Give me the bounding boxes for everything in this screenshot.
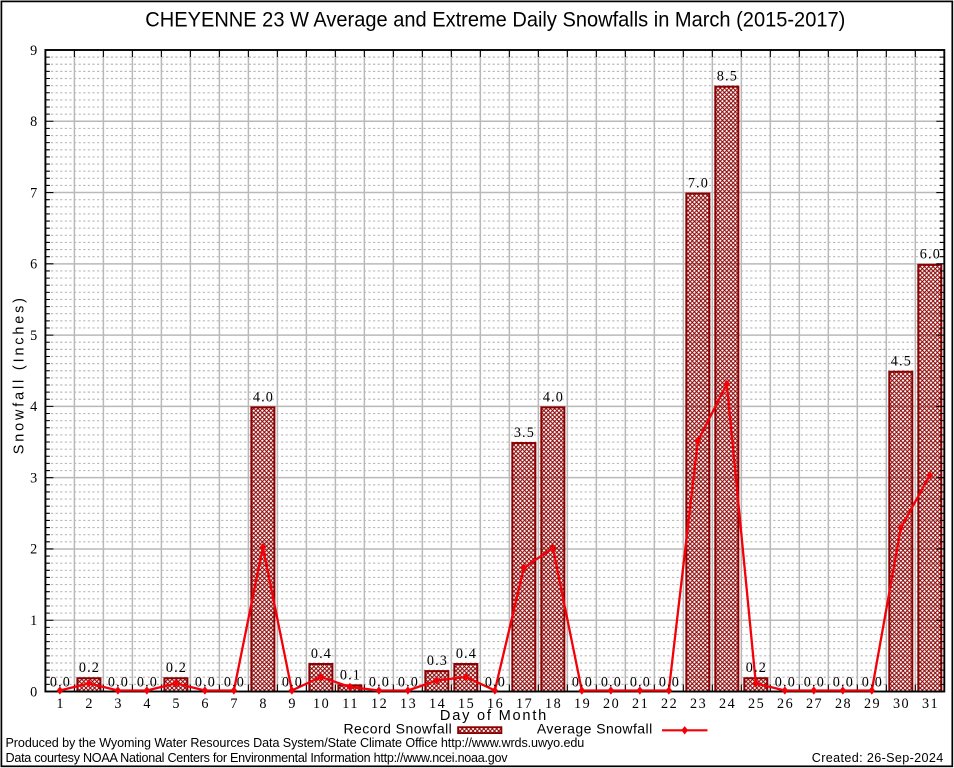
svg-text:5: 5 [172,696,179,712]
svg-text:0.0: 0.0 [659,674,680,690]
svg-text:7: 7 [230,696,237,712]
svg-text:0.0: 0.0 [804,674,825,690]
svg-text:2: 2 [30,542,37,558]
svg-text:8: 8 [30,114,37,130]
svg-text:Snowfall (Inches): Snowfall (Inches) [12,295,28,454]
svg-text:6: 6 [201,696,208,712]
svg-text:4.0: 4.0 [543,389,564,405]
svg-text:0.0: 0.0 [398,674,419,690]
svg-text:23: 23 [690,696,707,712]
svg-text:0.0: 0.0 [195,674,216,690]
svg-text:30: 30 [893,696,910,712]
svg-text:25: 25 [748,696,765,712]
svg-text:0.0: 0.0 [50,674,71,690]
svg-text:0.0: 0.0 [630,674,651,690]
svg-text:22: 22 [661,696,678,712]
svg-text:0.0: 0.0 [601,674,622,690]
svg-text:Created: 26-Sep-2024: Created: 26-Sep-2024 [812,751,944,765]
svg-text:13: 13 [400,696,417,712]
svg-text:28: 28 [835,696,852,712]
svg-text:0.0: 0.0 [137,674,158,690]
svg-text:0.0: 0.0 [224,674,245,690]
svg-text:29: 29 [864,696,881,712]
svg-text:11: 11 [342,696,359,712]
svg-text:0.0: 0.0 [282,674,303,690]
svg-text:Record Snowfall: Record Snowfall [344,721,453,737]
svg-text:16: 16 [487,696,504,712]
svg-text:0.0: 0.0 [833,674,854,690]
svg-text:8: 8 [259,696,266,712]
svg-text:3: 3 [114,696,121,712]
svg-text:10: 10 [313,696,330,712]
svg-text:4.5: 4.5 [891,354,912,370]
svg-text:27: 27 [806,696,823,712]
svg-text:0.4: 0.4 [311,646,332,662]
svg-text:0.0: 0.0 [775,674,796,690]
svg-text:24: 24 [719,696,736,712]
svg-text:12: 12 [371,696,388,712]
svg-text:3.5: 3.5 [514,425,535,441]
svg-text:2: 2 [85,696,92,712]
svg-text:Produced by the Wyoming Water: Produced by the Wyoming Water Resources … [6,736,585,750]
svg-text:CHEYENNE 23 W Average and Extr: CHEYENNE 23 W Average and Extreme Daily … [145,8,845,32]
svg-text:26: 26 [777,696,794,712]
svg-text:5: 5 [30,328,37,344]
svg-text:Day of Month: Day of Month [440,708,548,724]
svg-text:19: 19 [574,696,591,712]
svg-text:Data courtesy NOAA National Ce: Data courtesy NOAA National Centers for … [6,751,509,765]
svg-text:4: 4 [143,696,150,712]
svg-text:0.0: 0.0 [572,674,593,690]
svg-text:0.3: 0.3 [427,653,448,669]
svg-text:9: 9 [30,43,37,59]
svg-text:0.4: 0.4 [456,646,477,662]
svg-text:21: 21 [632,696,649,712]
svg-text:0.0: 0.0 [108,674,129,690]
svg-text:6.0: 6.0 [920,247,941,263]
svg-text:0.0: 0.0 [369,674,390,690]
svg-text:14: 14 [429,696,446,712]
svg-text:0.0: 0.0 [862,674,883,690]
svg-text:15: 15 [458,696,475,712]
svg-text:7: 7 [30,185,37,201]
svg-text:0: 0 [30,684,37,700]
svg-text:3: 3 [30,470,37,486]
svg-text:0.0: 0.0 [485,674,506,690]
svg-text:6: 6 [30,257,37,273]
svg-text:9: 9 [288,696,295,712]
svg-text:7.0: 7.0 [688,175,709,191]
svg-text:0.2: 0.2 [79,660,100,676]
svg-text:8.5: 8.5 [717,69,738,85]
svg-text:4: 4 [30,399,37,415]
svg-text:0.2: 0.2 [746,660,767,676]
svg-text:17: 17 [516,696,533,712]
svg-text:Average Snowfall: Average Snowfall [537,721,653,737]
svg-text:1: 1 [30,613,37,629]
svg-text:0.2: 0.2 [166,660,187,676]
svg-text:1: 1 [56,696,63,712]
svg-text:0.1: 0.1 [340,667,361,683]
svg-text:4.0: 4.0 [253,389,274,405]
svg-text:20: 20 [603,696,620,712]
svg-text:18: 18 [545,696,562,712]
svg-text:31: 31 [922,696,939,712]
